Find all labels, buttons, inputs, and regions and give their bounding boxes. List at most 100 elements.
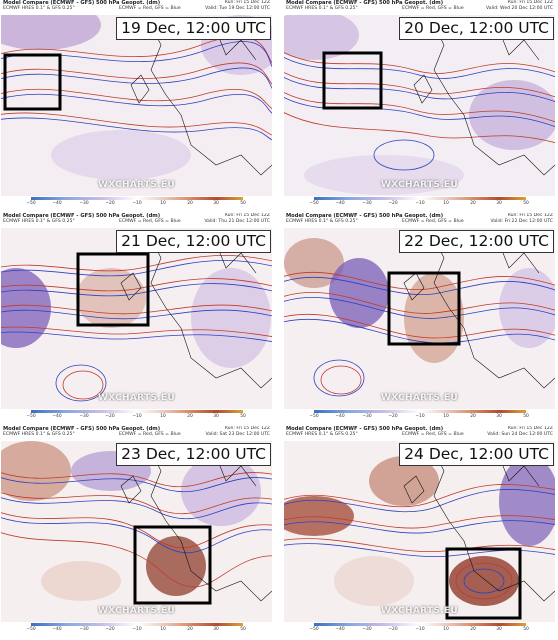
colorbar-tick: −10 (415, 201, 425, 206)
panel-run: Run: Fri 15 Dec 12Z (224, 0, 270, 5)
date-stamp: 24 Dec, 12:00 UTC (399, 443, 554, 466)
colorbar: −50 −40 −30 −20 −10 10 20 30 50 (1, 196, 272, 207)
colorbar-tick: −10 (132, 201, 142, 206)
colorbar-tick: 50 (523, 201, 529, 206)
date-stamp: 19 Dec, 12:00 UTC (116, 17, 271, 40)
colorbar-gradient (314, 197, 526, 200)
panel-legend-note: ECMWF = Red, GFS = Blue (119, 6, 181, 11)
colorbar-tick: −30 (79, 627, 89, 632)
colorbar-tick: 50 (240, 414, 246, 419)
colorbar-tick: 30 (496, 414, 502, 419)
colorbar: −50 −40 −30 −20 −10 10 20 30 50 (1, 409, 272, 420)
panel-subtitle: ECMWF HRES 0.1° & GFS 0.25° (286, 219, 358, 224)
colorbar-tick: 30 (213, 201, 219, 206)
panel-header: Model Compare (ECMWF - GFS) 500 hPa Geop… (1, 426, 272, 443)
colorbar: −50 −40 −30 −20 −10 10 20 30 50 (284, 622, 555, 633)
watermark: WXCHARTS.EU (381, 606, 458, 616)
colorbar-tick: 50 (240, 627, 246, 632)
colorbar-tick: 10 (160, 627, 166, 632)
map-panel-24-dec: Model Compare (ECMWF - GFS) 500 hPa Geop… (284, 426, 555, 633)
colorbar-tick: 10 (160, 201, 166, 206)
panel-legend-note: ECMWF = Red, GFS = Blue (402, 6, 464, 11)
watermark: WXCHARTS.EU (98, 180, 175, 190)
map-panel-22-dec: Model Compare (ECMWF - GFS) 500 hPa Geop… (284, 213, 555, 420)
colorbar-tick: −50 (309, 414, 319, 419)
geopotential-map (1, 15, 272, 196)
colorbar-tick: −50 (309, 201, 319, 206)
colorbar-tick: −30 (362, 201, 372, 206)
geopotential-map (1, 441, 272, 622)
colorbar-tick: 20 (187, 627, 193, 632)
colorbar-tick: −50 (26, 201, 36, 206)
negative-anomaly-blob (51, 130, 191, 180)
panel-legend-note: ECMWF = Red, GFS = Blue (119, 219, 181, 224)
colorbar-tick: −10 (132, 627, 142, 632)
colorbar-tick: −40 (335, 201, 345, 206)
panel-header: Model Compare (ECMWF - GFS) 500 hPa Geop… (284, 426, 555, 443)
colorbar-tick: 20 (470, 627, 476, 632)
focus-box (445, 547, 522, 620)
panel-subtitle: ECMWF HRES 0.1° & GFS 0.25° (3, 6, 75, 11)
colorbar-tick: −40 (52, 201, 62, 206)
colorbar-tick: −20 (105, 627, 115, 632)
colorbar-tick: 50 (523, 414, 529, 419)
map-panel-19-dec: Model Compare (ECMWF - GFS) 500 hPa Geop… (1, 0, 272, 207)
colorbar-tick: −40 (52, 414, 62, 419)
panel-subtitle: ECMWF HRES 0.1° & GFS 0.25° (286, 432, 358, 437)
colorbar-gradient (31, 197, 243, 200)
map-panel-20-dec: Model Compare (ECMWF - GFS) 500 hPa Geop… (284, 0, 555, 207)
panel-legend-note: ECMWF = Red, GFS = Blue (402, 432, 464, 437)
colorbar-tick: 30 (213, 627, 219, 632)
focus-box (387, 271, 461, 346)
geopotential-map (284, 441, 555, 622)
colorbar-gradient (31, 410, 243, 413)
colorbar-tick: 10 (443, 627, 449, 632)
colorbar-tick: 50 (240, 201, 246, 206)
colorbar-tick: −40 (335, 414, 345, 419)
panel-valid: Valid: Fri 22 Dec 12:00 UTC (490, 219, 553, 224)
panel-title: Model Compare (ECMWF - GFS) 500 hPa Geop… (3, 0, 161, 6)
colorbar-tick: 30 (496, 201, 502, 206)
panel-legend-note: ECMWF = Red, GFS = Blue (402, 219, 464, 224)
colorbar-tick: −10 (415, 414, 425, 419)
panel-subtitle: ECMWF HRES 0.1° & GFS 0.25° (3, 219, 75, 224)
geopotential-map (284, 15, 555, 196)
colorbar-tick: −20 (105, 201, 115, 206)
geopotential-map (1, 228, 272, 409)
panel-run: Run: Fri 15 Dec 12Z (507, 213, 553, 218)
watermark: WXCHARTS.EU (98, 606, 175, 616)
colorbar-tick: −20 (105, 414, 115, 419)
panel-run: Run: Fri 15 Dec 12Z (507, 426, 553, 431)
panel-valid: Valid: Tue 19 Dec 12:00 UTC (205, 6, 270, 11)
panel-valid: Valid: Sun 24 Dec 12:00 UTC (487, 432, 553, 437)
watermark: WXCHARTS.EU (381, 393, 458, 403)
date-stamp: 23 Dec, 12:00 UTC (116, 443, 271, 466)
colorbar-tick: −30 (79, 201, 89, 206)
colorbar-tick: −20 (388, 414, 398, 419)
colorbar-tick: 10 (443, 201, 449, 206)
colorbar-tick: 20 (187, 414, 193, 419)
panel-valid: Valid: Wed 20 Dec 12:00 UTC (485, 6, 553, 11)
colorbar-tick: 10 (160, 414, 166, 419)
panel-run: Run: Fri 15 Dec 12Z (224, 426, 270, 431)
panel-legend-note: ECMWF = Red, GFS = Blue (119, 432, 181, 437)
watermark: WXCHARTS.EU (381, 180, 458, 190)
focus-box (133, 525, 212, 605)
colorbar-tick: 20 (470, 201, 476, 206)
panel-header: Model Compare (ECMWF - GFS) 500 hPa Geop… (284, 0, 555, 17)
colorbar: −50 −40 −30 −20 −10 10 20 30 50 (1, 622, 272, 633)
date-stamp: 22 Dec, 12:00 UTC (399, 230, 554, 253)
colorbar-tick: −50 (26, 414, 36, 419)
colorbar-tick: −20 (388, 627, 398, 632)
panel-subtitle: ECMWF HRES 0.1° & GFS 0.25° (3, 432, 75, 437)
date-stamp: 21 Dec, 12:00 UTC (116, 230, 271, 253)
colorbar-tick: 20 (187, 201, 193, 206)
panel-run: Run: Fri 15 Dec 12Z (507, 0, 553, 5)
panel-valid: Valid: Thu 21 Dec 12:00 UTC (204, 219, 270, 224)
panel-valid: Valid: Sat 23 Dec 12:00 UTC (205, 432, 270, 437)
panel-title: Model Compare (ECMWF - GFS) 500 hPa Geop… (3, 213, 161, 219)
colorbar-tick: −30 (362, 414, 372, 419)
panel-header: Model Compare (ECMWF - GFS) 500 hPa Geop… (1, 213, 272, 230)
colorbar-tick: −10 (132, 414, 142, 419)
date-stamp: 20 Dec, 12:00 UTC (399, 17, 554, 40)
